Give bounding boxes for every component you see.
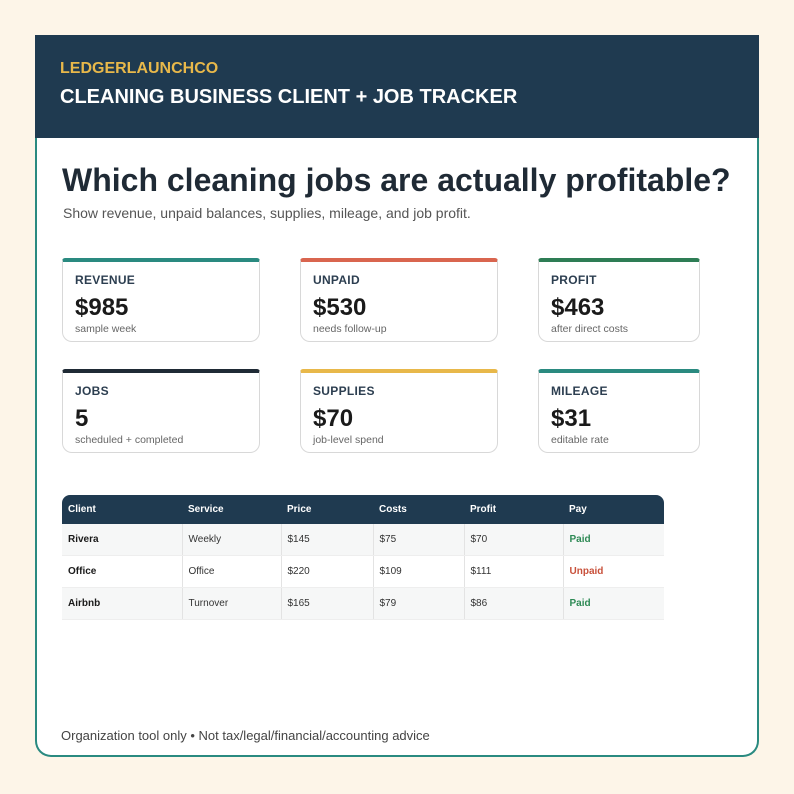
card-label: SUPPLIES (313, 384, 375, 398)
table-cell: Office (62, 555, 182, 588)
card-value: $530 (313, 294, 367, 321)
card-note: job-level spend (313, 434, 384, 446)
header: LEDGERLAUNCHCO CLEANING BUSINESS CLIENT … (35, 35, 759, 138)
table-cell: $165 (280, 587, 373, 620)
footer: Organization tool only • Not tax/legal/f… (61, 728, 430, 743)
table-cell: $111 (463, 555, 563, 588)
table-row: Rivera Weekly $145 $75 $70 Paid (62, 524, 664, 556)
card-value: $463 (551, 294, 605, 321)
kpi-card: MILEAGE $31 editable rate (538, 369, 700, 453)
table-cell: Paid (562, 587, 664, 620)
table-cell: Unpaid (562, 555, 664, 588)
card-label: UNPAID (313, 273, 360, 287)
table-cell: Office (181, 555, 281, 588)
table-row: Office Office $220 $109 $111 Unpaid (62, 555, 664, 588)
table-cell: Rivera (62, 524, 182, 556)
card-value: $31 (551, 405, 592, 432)
card-label: REVENUE (75, 273, 136, 287)
column-header: Client (62, 495, 182, 524)
table-cell: $109 (372, 555, 464, 588)
kpi-card: PROFIT $463 after direct costs (538, 258, 700, 342)
kpi-card: UNPAID $530 needs follow-up (300, 258, 498, 342)
table-body: Rivera Weekly $145 $75 $70 Paid Office Office $2… (62, 524, 664, 620)
table-cell: $220 (280, 555, 373, 588)
column-header: Price (281, 495, 373, 524)
card-value: $70 (313, 405, 354, 432)
table-cell: Weekly (181, 524, 281, 556)
subtitle: Show revenue, unpaid balances, supplies,… (63, 205, 471, 221)
card-value: $985 (75, 294, 129, 321)
brand: LEDGERLAUNCHCO (60, 60, 219, 77)
table-cell: $79 (372, 587, 464, 620)
table-header: Client Service Price Costs Profit Pay (62, 495, 664, 524)
kpi-card: SUPPLIES $70 job-level spend (300, 369, 498, 453)
card-note: needs follow-up (313, 323, 387, 335)
column-header: Costs (373, 495, 464, 524)
card-label: JOBS (75, 384, 109, 398)
table-cell: $86 (463, 587, 563, 620)
card-note: scheduled + completed (75, 434, 184, 446)
table-row: Airbnb Turnover $165 $79 $86 Paid (62, 587, 664, 620)
column-header: Profit (464, 495, 563, 524)
column-header: Pay (563, 495, 664, 524)
kpi-card: JOBS 5 scheduled + completed (62, 369, 260, 453)
card-note: after direct costs (551, 323, 629, 335)
job-table: Client Service Price Costs Profit Pay Rivera We… (62, 495, 664, 620)
card-value: 5 (75, 405, 89, 432)
table-cell: $70 (463, 524, 563, 556)
column-header: Service (182, 495, 281, 524)
card-note: sample week (75, 323, 137, 335)
headline: Which cleaning jobs are actually profita… (62, 162, 731, 198)
card-label: MILEAGE (551, 384, 608, 398)
table-cell: $75 (372, 524, 464, 556)
table-cell: Airbnb (62, 587, 182, 620)
card-note: editable rate (551, 434, 609, 446)
header-title: CLEANING BUSINESS CLIENT + JOB TRACKER (60, 86, 518, 108)
table-cell: $145 (280, 524, 373, 556)
table-cell: Turnover (181, 587, 281, 620)
card-label: PROFIT (551, 273, 597, 287)
kpi-card: REVENUE $985 sample week (62, 258, 260, 342)
table-cell: Paid (562, 524, 664, 556)
frame: LEDGERLAUNCHCO CLEANING BUSINESS CLIENT … (35, 35, 759, 757)
